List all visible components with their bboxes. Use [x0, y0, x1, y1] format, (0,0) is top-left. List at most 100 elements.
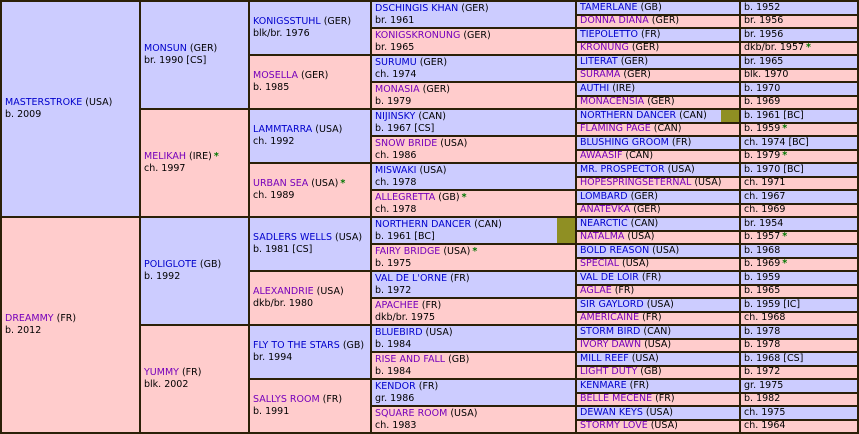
link-fly-to-the-stars[interactable]: FLY TO THE STARS: [253, 340, 340, 351]
link-allegretta[interactable]: ALLEGRETTA: [375, 191, 436, 203]
country-label: (USA): [419, 164, 447, 176]
cell-sadlers-wells: SADLERS WELLS (USA) b. 1981 [CS]: [250, 218, 370, 270]
link-kenmare[interactable]: KENMARE: [580, 380, 627, 391]
link-sadlers-wells[interactable]: SADLERS WELLS: [253, 232, 332, 243]
cell-belle-mecene-birth: b. 1982: [741, 393, 857, 405]
birth-info: b. 1961 [BC]: [375, 230, 435, 242]
country-label: (GB): [199, 259, 222, 270]
country-label: (GB): [342, 340, 365, 351]
cell-fairy-bridge: FAIRY BRIDGE (USA) * b. 1975: [372, 245, 575, 270]
link-dreammy[interactable]: DREAMMY: [5, 313, 54, 324]
country-label: (FR): [181, 367, 202, 378]
cell-kendor: KENDOR (FR) gr. 1986: [372, 380, 575, 405]
link-monasia[interactable]: MONASIA: [375, 83, 420, 95]
link-nearctic[interactable]: NEARCTIC: [580, 218, 628, 229]
link-poliglote[interactable]: POLIGLOTE: [144, 259, 197, 270]
link-belle-mecene[interactable]: BELLE MECENE: [580, 393, 653, 405]
link-rise-and-fall[interactable]: RISE AND FALL: [375, 353, 446, 365]
link-mosella[interactable]: MOSELLA: [253, 70, 299, 81]
link-special[interactable]: SPECIAL: [580, 258, 619, 270]
link-kendor[interactable]: KENDOR: [375, 380, 416, 392]
cell-stormy-love: STORMY LOVE (USA): [577, 420, 739, 432]
cell-melikah: MELIKAH (IRE) * ch. 1997: [141, 110, 248, 216]
cell-storm-bird: STORM BIRD (CAN): [577, 326, 739, 338]
link-urban-sea[interactable]: URBAN SEA: [253, 178, 309, 189]
link-authi[interactable]: AUTHI: [580, 83, 610, 94]
star-icon: *: [340, 178, 346, 189]
country-label: (USA): [450, 407, 478, 419]
link-bluebird[interactable]: BLUEBIRD: [375, 326, 423, 338]
link-bold-reason[interactable]: BOLD REASON: [580, 245, 650, 256]
link-surumu[interactable]: SURUMU: [375, 56, 417, 68]
link-mr-prospector[interactable]: MR. PROSPECTOR: [580, 164, 665, 175]
link-sallys-room[interactable]: SALLYS ROOM: [253, 394, 320, 405]
birth-info: br. 1994: [253, 352, 293, 363]
link-lombard[interactable]: LOMBARD: [580, 191, 628, 202]
birth-info: b. 1981 [CS]: [253, 244, 313, 255]
link-tamerlane[interactable]: TAMERLANE: [580, 2, 638, 13]
link-masterstroke[interactable]: MASTERSTROKE: [5, 97, 83, 108]
link-donna-diana[interactable]: DONNA DIANA: [580, 15, 649, 27]
cell-anatevka: ANATEVKA (GER): [577, 204, 739, 216]
country-label: (GER): [301, 70, 329, 81]
cell-sallys-room: SALLYS ROOM (FR) b. 1991: [250, 380, 370, 432]
cell-fly-to-the-stars: FLY TO THE STARS (GB) br. 1994: [250, 326, 370, 378]
link-northern-dancer[interactable]: NORTHERN DANCER: [375, 218, 472, 230]
cell-dreammy: DREAMMY (FR) b. 2012: [2, 218, 139, 432]
country-label: (GER): [647, 96, 675, 108]
link-literat[interactable]: LITERAT: [580, 56, 618, 67]
link-konigsstuhl[interactable]: KONIGSSTUHL: [253, 16, 321, 27]
link-aglae[interactable]: AGLAE: [580, 285, 612, 297]
link-fairy-bridge[interactable]: FAIRY BRIDGE: [375, 245, 441, 257]
link-snow-bride[interactable]: SNOW BRIDE: [375, 137, 438, 149]
cell-aglae-birth: b. 1965: [741, 285, 857, 297]
link-miswaki[interactable]: MISWAKI: [375, 164, 417, 176]
link-monacensia[interactable]: MONACENSIA: [580, 96, 645, 108]
star-icon: *: [782, 258, 788, 270]
link-flaming-page[interactable]: FLAMING PAGE: [580, 123, 651, 135]
link-alexandrie[interactable]: ALEXANDRIE: [253, 286, 314, 297]
link-monsun[interactable]: MONSUN: [144, 43, 187, 54]
link-americaine[interactable]: AMERICAINE: [580, 312, 640, 324]
cell-kenmare-birth: gr. 1975: [741, 380, 857, 392]
country-label: (FR): [641, 29, 661, 40]
link-ivory-dawn[interactable]: IVORY DAWN: [580, 339, 642, 351]
link-kronung[interactable]: KRONUNG: [580, 42, 629, 54]
cell-poliglote: POLIGLOTE (GB) b. 1992: [141, 218, 248, 324]
link-light-duty[interactable]: LIGHT DUTY: [580, 366, 638, 378]
link-mill-reef[interactable]: MILL REEF: [580, 353, 629, 364]
cell-dewan-keys: DEWAN KEYS (USA): [577, 407, 739, 419]
link-square-room[interactable]: SQUARE ROOM: [375, 407, 448, 419]
country-label: (GER): [189, 43, 218, 54]
link-melikah[interactable]: MELIKAH: [144, 151, 186, 162]
cell-sir-gaylord: SIR GAYLORD (USA): [577, 299, 739, 311]
link-sir-gaylord[interactable]: SIR GAYLORD: [580, 299, 644, 310]
link-val-de-lorne[interactable]: VAL DE L'ORNE: [375, 272, 448, 284]
birth-info: ch. 1974: [375, 68, 417, 80]
link-yummy[interactable]: YUMMY: [144, 367, 179, 378]
country-label: (USA): [650, 420, 678, 432]
link-blushing-groom[interactable]: BLUSHING GROOM: [580, 137, 669, 148]
link-awaasif[interactable]: AWAASIF: [580, 150, 623, 162]
link-northern-dancer[interactable]: NORTHERN DANCER: [580, 110, 677, 121]
link-konigskronung[interactable]: KONIGSKRONUNG: [375, 29, 461, 41]
link-storm-bird[interactable]: STORM BIRD: [580, 326, 641, 337]
link-val-de-loir[interactable]: VAL DE LOIR: [580, 272, 639, 283]
country-label: (USA): [667, 164, 695, 175]
birth-info: b. 1972: [375, 284, 412, 296]
link-dschingis-khan[interactable]: DSCHINGIS KHAN: [375, 2, 459, 14]
link-stormy-love[interactable]: STORMY LOVE: [580, 420, 648, 432]
cell-blushing-groom: BLUSHING GROOM (FR): [577, 137, 739, 149]
link-dewan-keys[interactable]: DEWAN KEYS: [580, 407, 643, 418]
link-nijinsky[interactable]: NIJINSKY: [375, 110, 416, 122]
cell-literat-birth: br. 1965: [741, 56, 857, 68]
link-tiepoletto[interactable]: TIEPOLETTO: [580, 29, 639, 40]
link-hopespringseternal[interactable]: HOPESPRINGSETERNAL: [580, 177, 692, 189]
link-surama[interactable]: SURAMA: [580, 69, 621, 81]
country-label: (USA): [316, 286, 344, 297]
link-anatevka[interactable]: ANATEVKA: [580, 204, 631, 216]
link-natalma[interactable]: NATALMA: [580, 231, 625, 243]
link-lammtarra[interactable]: LAMMTARRA: [253, 124, 313, 135]
link-apachee[interactable]: APACHEE: [375, 299, 419, 311]
